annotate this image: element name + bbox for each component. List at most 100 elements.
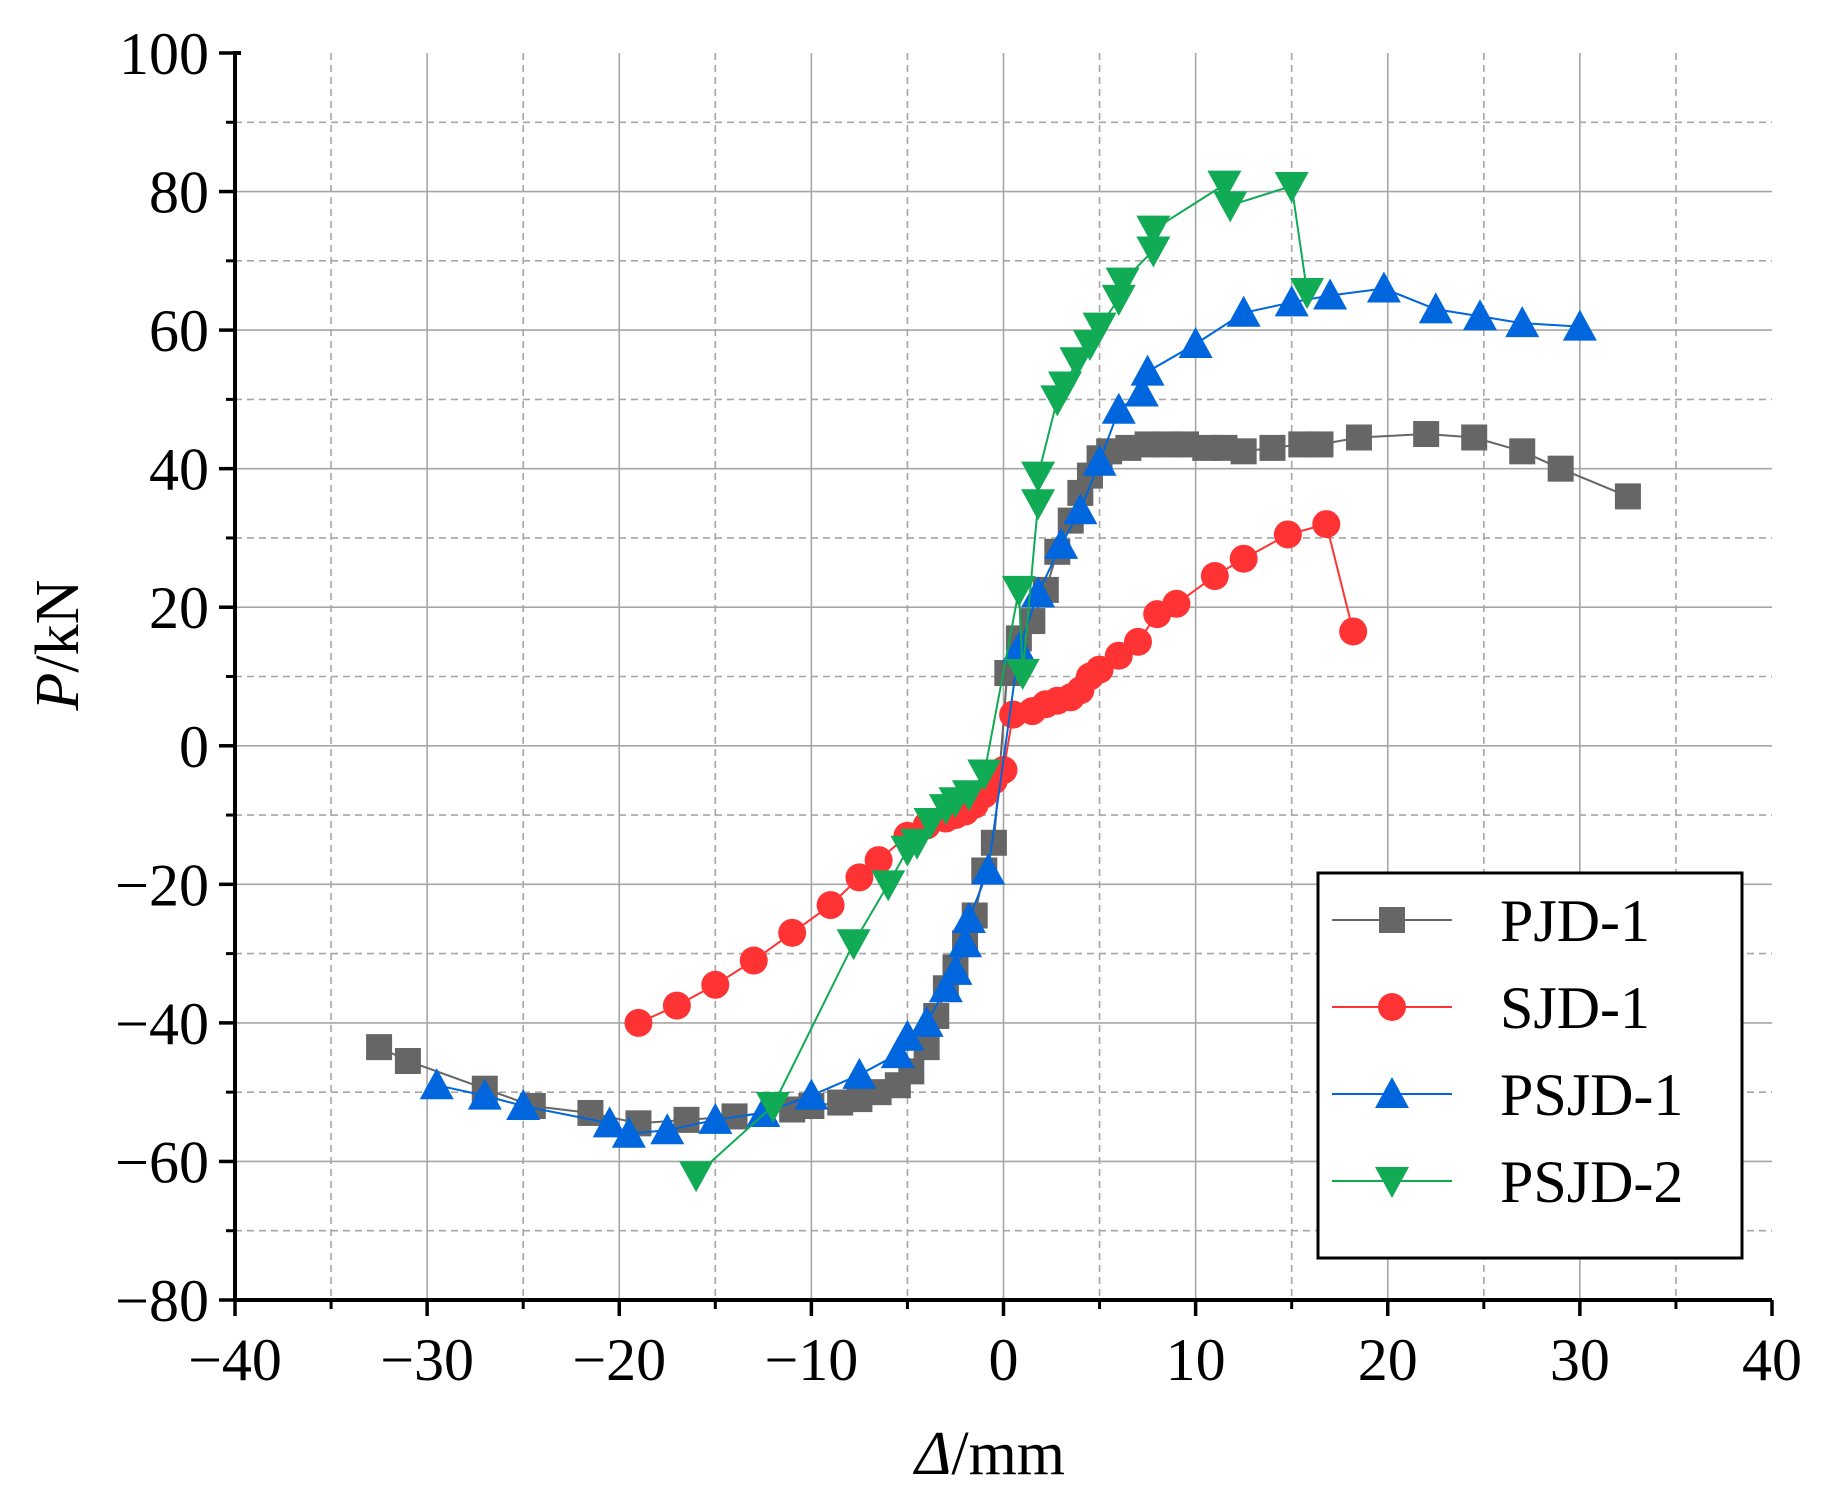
data-point-sjd-1 (816, 891, 845, 920)
x-axis-symbol: Δ (912, 1420, 951, 1488)
data-point-psjd-1 (1313, 278, 1348, 310)
data-point-pjd-1 (1413, 421, 1440, 448)
data-point-sjd-1 (1123, 627, 1152, 656)
data-point-psjd-1 (971, 853, 1006, 885)
data-point-pjd-1 (366, 1034, 393, 1061)
data-point-psjd-1 (890, 1019, 925, 1051)
data-point-psjd-1 (938, 953, 973, 985)
series-psjd-2 (679, 170, 1325, 1193)
data-point-psjd-2 (1082, 312, 1117, 344)
data-point-psjd-2 (1021, 489, 1056, 521)
y-tick-label: 80 (149, 160, 209, 226)
legend-entry-psjd-1: PSJD-1 (1332, 1062, 1683, 1128)
y-tick-label: −80 (115, 1268, 209, 1334)
data-point-psjd-1 (1124, 375, 1159, 407)
legend-box (1316, 871, 1744, 1260)
data-point-psjd-1 (794, 1078, 829, 1110)
legend-marker-pjd-1 (1379, 907, 1405, 933)
data-point-psjd-1 (1001, 631, 1036, 663)
data-point-psjd-1 (1462, 299, 1497, 331)
data-point-psjd-2 (1047, 371, 1082, 403)
data-point-pjd-1 (1230, 438, 1257, 465)
y-axis-title: P/kN (24, 580, 92, 712)
legend-entry-sjd-1: SJD-1 (1332, 975, 1650, 1041)
y-tick-label: 100 (119, 21, 209, 87)
data-point-psjd-1 (1082, 444, 1117, 476)
data-point-pjd-1 (1259, 434, 1286, 461)
data-point-psjd-2 (1136, 215, 1171, 247)
data-point-pjd-1 (1614, 483, 1641, 510)
legend-label-psjd-1: PSJD-1 (1500, 1062, 1683, 1128)
x-tick-label: 30 (1550, 1327, 1610, 1393)
data-point-psjd-1 (1063, 493, 1098, 525)
x-tick-label: −30 (380, 1327, 474, 1393)
data-series (366, 170, 1641, 1193)
legend-marker-sjd-1 (1378, 993, 1406, 1021)
data-point-psjd-1 (842, 1057, 877, 1089)
legend-marker-psjd-2 (1375, 1167, 1409, 1198)
data-point-psjd-2 (1059, 347, 1094, 379)
x-tick-label: 10 (1166, 1327, 1226, 1393)
y-tick-label: 60 (149, 298, 209, 364)
data-point-sjd-1 (701, 970, 730, 999)
data-point-psjd-1 (1274, 285, 1309, 317)
data-point-psjd-2 (967, 759, 1002, 791)
data-point-psjd-1 (1178, 326, 1213, 358)
data-point-psjd-1 (592, 1106, 627, 1138)
data-point-psjd-2 (1274, 172, 1309, 204)
x-tick-label: 20 (1358, 1327, 1418, 1393)
x-axis-unit: /mm (951, 1420, 1065, 1488)
data-point-sjd-1 (1312, 510, 1341, 539)
data-point-psjd-2 (951, 780, 986, 812)
data-point-psjd-2 (871, 870, 906, 902)
data-point-pjd-1 (1547, 455, 1574, 482)
data-point-psjd-2 (1001, 575, 1036, 607)
legend: PJD-1 SJD-1 PSJD-1 PSJD-2 (1316, 871, 1744, 1260)
data-point-psjd-1 (1101, 392, 1136, 424)
data-point-psjd-1 (951, 901, 986, 933)
data-point-psjd-1 (928, 971, 963, 1003)
series-sjd-1 (624, 510, 1368, 1037)
data-point-psjd-1 (1130, 354, 1165, 386)
x-tick-label: −20 (572, 1327, 666, 1393)
data-point-psjd-1 (467, 1078, 502, 1110)
data-point-psjd-2 (755, 1092, 790, 1124)
y-tick-label: 20 (149, 575, 209, 641)
x-axis-title: Δ/mm (912, 1420, 1065, 1488)
y-axis-unit: /kN (24, 580, 92, 673)
data-point-psjd-2 (1213, 191, 1248, 223)
x-tick-label: −40 (188, 1327, 282, 1393)
y-tick-label: −40 (115, 991, 209, 1057)
data-point-psjd-1 (1366, 271, 1401, 303)
tick-labels: −40 −30 −20 −10 0 10 20 30 40 −80 −60 −40 −20 0 20 40 60… (115, 21, 1802, 1393)
data-point-sjd-1 (864, 846, 893, 875)
x-tick-label: 40 (1742, 1327, 1802, 1393)
y-tick-label: −20 (115, 852, 209, 918)
data-point-psjd-1 (698, 1102, 733, 1134)
y-axis-symbol: P (24, 673, 92, 712)
data-point-sjd-1 (1273, 520, 1302, 549)
y-tick-label: 0 (179, 714, 209, 780)
data-point-sjd-1 (845, 863, 874, 892)
data-point-sjd-1 (1229, 544, 1258, 573)
data-point-sjd-1 (1339, 617, 1368, 646)
data-point-psjd-2 (1290, 278, 1325, 310)
data-point-psjd-2 (1207, 170, 1242, 202)
axes (219, 51, 1774, 1316)
legend-entry-pjd-1: PJD-1 (1332, 888, 1650, 954)
data-point-psjd-1 (1044, 527, 1079, 559)
data-point-psjd-1 (948, 926, 983, 958)
data-point-psjd-1 (880, 1037, 915, 1069)
data-point-psjd-1 (1226, 295, 1261, 327)
y-tick-label: 40 (149, 437, 209, 503)
data-point-psjd-2 (836, 929, 871, 961)
data-point-psjd-2 (913, 807, 948, 839)
series-line-psjd-2 (695, 183, 1309, 1177)
x-tick-label: −10 (764, 1327, 858, 1393)
data-point-psjd-2 (900, 828, 935, 860)
data-point-psjd-1 (419, 1068, 454, 1100)
data-point-psjd-1 (909, 1005, 944, 1037)
data-point-psjd-2 (679, 1161, 714, 1193)
data-point-psjd-1 (1418, 292, 1453, 324)
legend-label-psjd-2: PSJD-2 (1500, 1149, 1683, 1215)
